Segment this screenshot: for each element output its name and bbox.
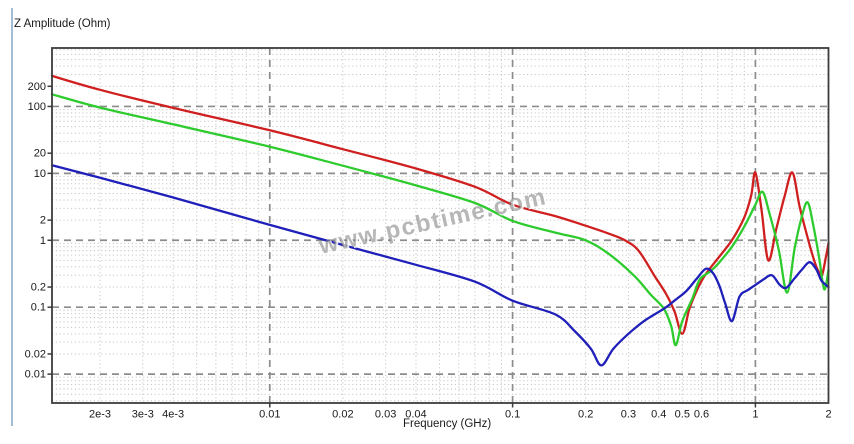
x-tick-label: 4e-3: [162, 409, 184, 421]
x-tick-label: 0.6: [694, 409, 709, 421]
x-tick-label: 0.3: [621, 409, 636, 421]
y-tick-label: 0.1: [31, 302, 46, 314]
y-tick-label: 100: [28, 101, 46, 113]
y-axis-title: Z Amplitude (Ohm): [14, 18, 111, 30]
window-left-border: [11, 8, 13, 426]
x-tick-label: 0.01: [259, 409, 280, 421]
x-tick-label: 1: [752, 409, 758, 421]
y-tick-label: 0.2: [31, 282, 46, 294]
y-tick-label: 10: [34, 168, 46, 180]
y-tick-label: 0.01: [25, 369, 46, 381]
y-tick-label: 2: [40, 215, 46, 227]
x-tick-label: 0.1: [505, 409, 520, 421]
y-tick-label: 200: [28, 81, 46, 93]
plot-frame-rect: [51, 47, 830, 404]
x-tick-label: 2e-3: [89, 409, 111, 421]
impedance-curves: [50, 74, 830, 367]
green-curve: [50, 93, 830, 347]
y-tick-label: 1: [40, 235, 46, 247]
axis-tick-labels: 200 100 20 10 2 1 0.2 0.1 0.02 0.01 2e-3 3e-3 4e-3 0.…: [25, 81, 832, 421]
plot-frame: [51, 47, 830, 404]
minor-gridlines: [52, 48, 829, 403]
x-tick-label: 2: [825, 409, 831, 421]
x-tick-label: 3e-3: [132, 409, 154, 421]
y-tick-label: 20: [34, 148, 46, 160]
red-curve: [50, 74, 830, 335]
blue-curve: [50, 164, 830, 367]
x-tick-label: 0.04: [405, 409, 426, 421]
x-tick-label: 0.4: [651, 409, 666, 421]
major-gridlines: [52, 48, 829, 408]
axis-ticks: [47, 85, 757, 408]
x-tick-label: 0.2: [578, 409, 593, 421]
x-tick-label: 0.03: [375, 409, 396, 421]
x-tick-label: 0.02: [332, 409, 353, 421]
y-tick-label: 0.02: [25, 348, 46, 360]
x-axis-title: Frequency (GHz): [403, 418, 492, 430]
x-tick-label: 0.5: [675, 409, 690, 421]
